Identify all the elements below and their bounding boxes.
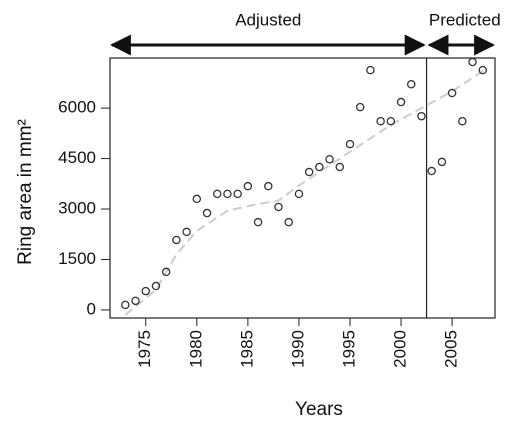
point [335,162,345,172]
point [407,79,416,89]
point [325,154,334,164]
point [427,166,436,176]
point [478,65,487,75]
x-tick-label: 1985 [237,330,256,368]
point [223,189,232,199]
point [192,194,202,204]
annotation: Adjusted [235,10,301,29]
point [376,116,385,126]
point [417,111,426,121]
point [121,300,130,310]
point [315,162,324,172]
point [447,88,457,98]
point [366,65,375,75]
x-tick-label: 1980 [186,330,205,368]
point [253,217,263,227]
point [202,208,212,218]
point [264,181,273,191]
point [161,267,171,277]
point [243,181,253,191]
point [437,157,447,167]
point [294,189,304,199]
point [355,102,365,112]
point [274,202,283,212]
x-tick-label: 1995 [339,330,358,368]
point [304,167,314,177]
x-tick-label: 2005 [442,330,461,368]
point [212,189,222,199]
point [131,296,140,306]
x-tick-label: 2000 [391,330,410,368]
y-tick-label: 1500 [58,249,96,268]
point [468,57,477,67]
point [233,189,242,199]
y-tick-label: 4500 [58,148,96,167]
plot-frame [109,57,496,319]
x-axis-label: Years [295,399,343,420]
point [458,116,467,126]
x-tick-label: 1975 [135,330,154,368]
smooth-line [124,70,484,316]
point [172,235,181,245]
point [182,227,191,237]
point [386,116,396,126]
x-tick-label: 1990 [288,330,307,368]
point [284,217,293,227]
point [141,286,150,296]
y-axis-label: Ring area in mm² [15,119,36,265]
point [396,97,406,107]
y-tick-label: 3000 [58,199,96,218]
y-tick-label: 6000 [58,98,96,117]
point [345,139,355,149]
point [151,281,161,291]
y-tick-label: 0 [87,299,96,318]
annotation: Predicted [429,10,501,29]
